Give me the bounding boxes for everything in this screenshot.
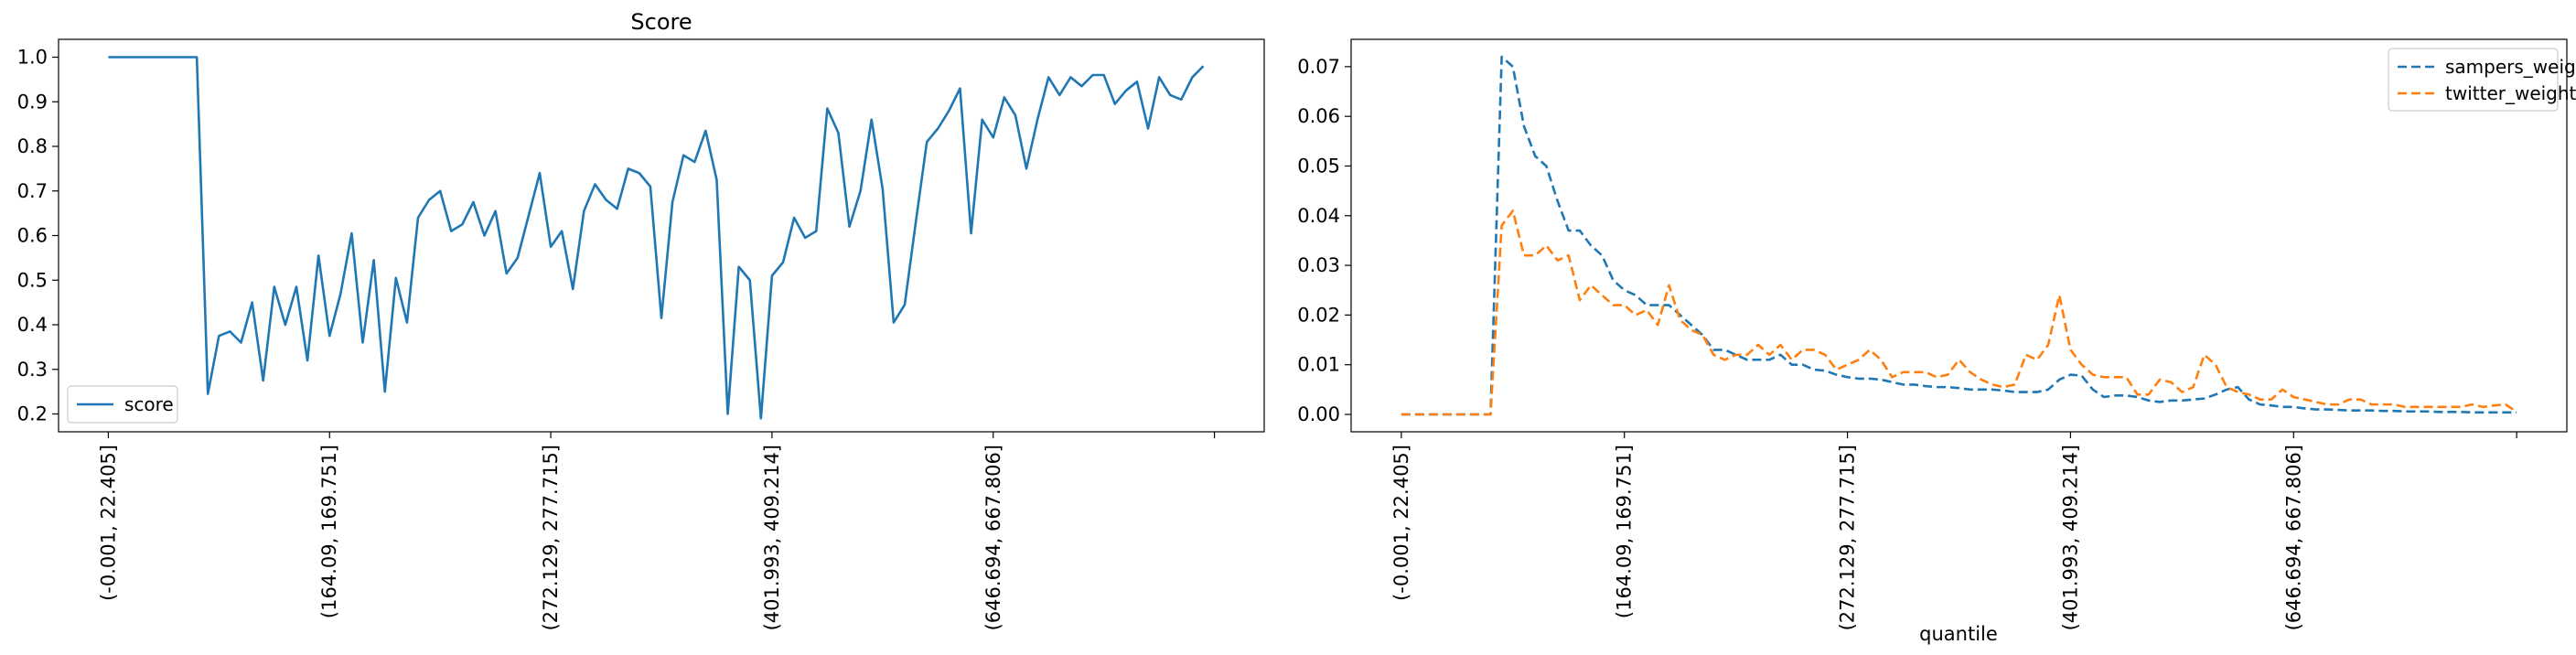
- legend-label: twitter_weight: [2445, 82, 2576, 104]
- series-line-twitter-weight: [1401, 209, 2517, 416]
- y-tick-label: 0.4: [17, 314, 48, 336]
- x-tick-label: (401.993, 409.214]: [761, 445, 783, 630]
- x-tick-label: (272.129, 277.715]: [1837, 445, 1859, 630]
- weight-chart: quantile 0.000.010.020.030.040.050.060.0…: [1297, 38, 2576, 645]
- y-tick-label: 0.8: [17, 135, 48, 157]
- y-tick-label: 1.0: [17, 47, 48, 69]
- series-lines: [1401, 55, 2517, 416]
- y-tick-label: 0.04: [1297, 205, 1340, 227]
- chart-title: Score: [630, 9, 692, 35]
- series-line-sampers-weight: [1401, 55, 2517, 416]
- y-axis: 0.00 0.01 0.02 0.03 0.04 0.05 0.06 0.07: [1297, 56, 1351, 425]
- legend: sampers_weight twitter_weight: [2388, 48, 2576, 112]
- series-lines: [108, 56, 1205, 420]
- y-tick-label: 0.3: [17, 359, 48, 381]
- x-tick-label: (272.129, 277.715]: [540, 445, 562, 630]
- y-tick-label: 0.01: [1297, 354, 1340, 376]
- series-line-score: [108, 56, 1205, 420]
- x-axis-label: quantile: [1919, 623, 1998, 645]
- legend: score: [67, 385, 178, 424]
- x-tick-label: (646.694, 667.806]: [982, 445, 1004, 630]
- y-tick-label: 0.5: [17, 269, 48, 291]
- y-tick-label: 0.07: [1297, 56, 1340, 78]
- legend-box: [67, 385, 178, 424]
- y-tick-label: 0.2: [17, 403, 48, 425]
- legend-label: sampers_weight: [2445, 56, 2576, 78]
- y-tick-label: 0.06: [1297, 105, 1340, 127]
- legend-box: [2388, 48, 2559, 112]
- x-tick-label: (164.09, 169.751]: [318, 445, 340, 618]
- x-tick-label: (164.09, 169.751]: [1614, 445, 1636, 618]
- x-tick-label: (-0.001, 22.405]: [1390, 445, 1412, 601]
- plot-area-frame: [58, 38, 1265, 433]
- legend-label: score: [124, 393, 174, 415]
- plot-area-frame: [1350, 38, 2568, 433]
- y-axis: 0.2 0.3 0.4 0.5 0.6 0.7 0.8 0.9 1.0: [17, 47, 59, 425]
- y-tick-label: 0.7: [17, 180, 48, 202]
- y-tick-label: 0.03: [1297, 254, 1340, 276]
- x-tick-label: (646.694, 667.806]: [2282, 445, 2304, 630]
- y-tick-label: 0.9: [17, 91, 48, 113]
- y-tick-label: 0.00: [1297, 403, 1340, 425]
- score-chart: Score 0.2 0.3 0.4 0.5 0.6 0.7 0.8 0.9 1.0 (-0.00…: [17, 9, 1265, 630]
- y-tick-label: 0.05: [1297, 155, 1340, 177]
- y-tick-label: 0.02: [1297, 304, 1340, 326]
- x-axis: (-0.001, 22.405] (164.09, 169.751] (272.12…: [1390, 432, 2517, 630]
- x-axis: (-0.001, 22.405] (164.09, 169.751] (272.12…: [97, 432, 1216, 630]
- y-tick-label: 0.6: [17, 225, 48, 247]
- x-tick-label: (-0.001, 22.405]: [97, 445, 119, 601]
- x-tick-label: (401.993, 409.214]: [2059, 445, 2081, 630]
